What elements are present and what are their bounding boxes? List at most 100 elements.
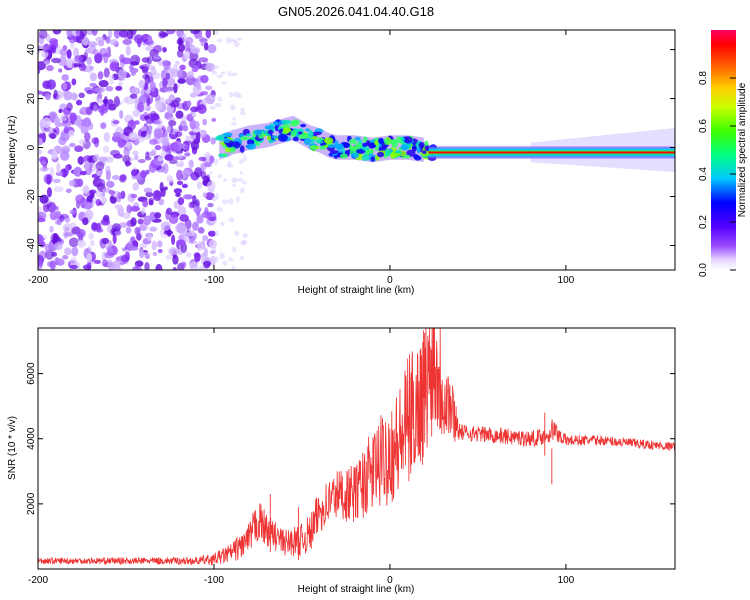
noise-speck [51, 45, 57, 54]
noise-speck [146, 232, 153, 242]
noise-speck [202, 175, 210, 183]
colorbar-label: Normalized spectral amplitude [737, 82, 748, 217]
noise-speck [183, 231, 190, 243]
noise-speck [137, 102, 145, 113]
noise-speck [69, 142, 76, 148]
noise-speck [59, 215, 65, 222]
noise-speck [99, 228, 104, 233]
signal-blob [298, 134, 306, 140]
noise-speck [181, 169, 191, 177]
noise-speck [63, 90, 73, 101]
noise-speck [162, 46, 167, 53]
signal-blob [246, 143, 256, 150]
noise-speck [215, 30, 219, 35]
noise-speck [74, 119, 83, 127]
noise-speck [155, 263, 163, 270]
noise-speck [51, 57, 61, 64]
noise-speck [143, 115, 150, 120]
noise-speck [129, 93, 138, 99]
noise-speck [236, 37, 243, 41]
noise-speck [119, 109, 124, 119]
noise-speck [49, 260, 56, 270]
noise-speck [117, 69, 127, 80]
colorbar-tick-label: 0.6 [698, 119, 709, 133]
noise-speck [97, 71, 104, 80]
noise-speck [129, 119, 135, 128]
noise-speck [228, 257, 234, 262]
noise-speck [148, 197, 154, 204]
noise-speck [79, 106, 90, 116]
noise-speck [77, 239, 86, 248]
snr-y-label: SNR (10 * v/v) [7, 416, 18, 480]
noise-speck [71, 246, 79, 257]
noise-speck [241, 181, 247, 185]
noise-speck [232, 91, 240, 98]
noise-speck [66, 49, 72, 59]
noise-speck [58, 136, 67, 146]
noise-speck [113, 30, 121, 39]
signal-blob [384, 137, 389, 145]
noise-speck [202, 192, 207, 198]
noise-speck [38, 90, 44, 95]
noise-speck [231, 177, 238, 184]
signal-blob [222, 132, 233, 137]
noise-speck [207, 230, 216, 237]
noise-speck [230, 104, 236, 111]
noise-speck [50, 205, 59, 211]
signal-blob [339, 153, 348, 159]
noise-speck [216, 206, 223, 212]
noise-speck [221, 81, 227, 85]
noise-speck [46, 187, 53, 198]
noise-speck [166, 228, 172, 237]
noise-speck [86, 56, 93, 65]
noise-speck [49, 40, 58, 48]
noise-speck [86, 90, 94, 95]
noise-speck [191, 48, 200, 54]
noise-speck [88, 45, 97, 55]
noise-speck [138, 79, 146, 89]
noise-speck [209, 105, 216, 110]
noise-speck [240, 107, 246, 112]
noise-speck [122, 155, 131, 164]
noise-speck [53, 178, 61, 184]
noise-speck [98, 98, 104, 103]
noise-speck [112, 120, 120, 125]
noise-speck [68, 237, 79, 248]
noise-speck [107, 99, 114, 107]
noise-speck [226, 164, 234, 168]
noise-speck [74, 55, 83, 63]
noise-speck [151, 240, 157, 251]
noise-speck [109, 61, 119, 72]
noise-speck [108, 189, 116, 195]
noise-speck [102, 145, 110, 153]
noise-speck [209, 171, 213, 176]
noise-speck [152, 251, 158, 257]
noise-speck [184, 218, 192, 230]
noise-speck [157, 249, 163, 254]
signal-blob [327, 144, 337, 149]
noise-speck [64, 232, 74, 237]
noise-speck [134, 226, 141, 235]
noise-speck [194, 167, 203, 178]
snr-y-tick-label: 6000 [26, 362, 37, 385]
noise-speck [214, 230, 219, 237]
noise-speck [55, 210, 62, 219]
noise-speck [108, 30, 113, 39]
noise-speck [196, 213, 203, 224]
snr-x-tick-label: 0 [387, 575, 393, 586]
noise-speck [112, 132, 122, 138]
noise-speck [38, 149, 43, 155]
noise-speck [131, 169, 138, 177]
noise-speck [210, 245, 216, 249]
noise-speck [222, 260, 228, 266]
spectrogram-x-tick-label: 0 [387, 275, 393, 286]
noise-speck [136, 233, 142, 241]
noise-speck [137, 158, 146, 164]
noise-speck [84, 209, 94, 220]
snr-y-tick-label: 2000 [26, 492, 37, 515]
noise-speck [191, 112, 197, 118]
noise-speck [75, 99, 83, 106]
noise-speck [243, 155, 247, 162]
noise-speck [38, 259, 44, 268]
